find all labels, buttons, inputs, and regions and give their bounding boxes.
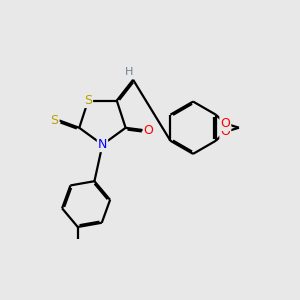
Text: O: O <box>144 124 153 137</box>
Text: S: S <box>84 94 92 107</box>
Text: N: N <box>98 138 107 151</box>
Text: H: H <box>125 67 134 77</box>
Text: S: S <box>51 114 58 127</box>
Text: O: O <box>220 117 230 130</box>
Text: O: O <box>220 125 230 138</box>
